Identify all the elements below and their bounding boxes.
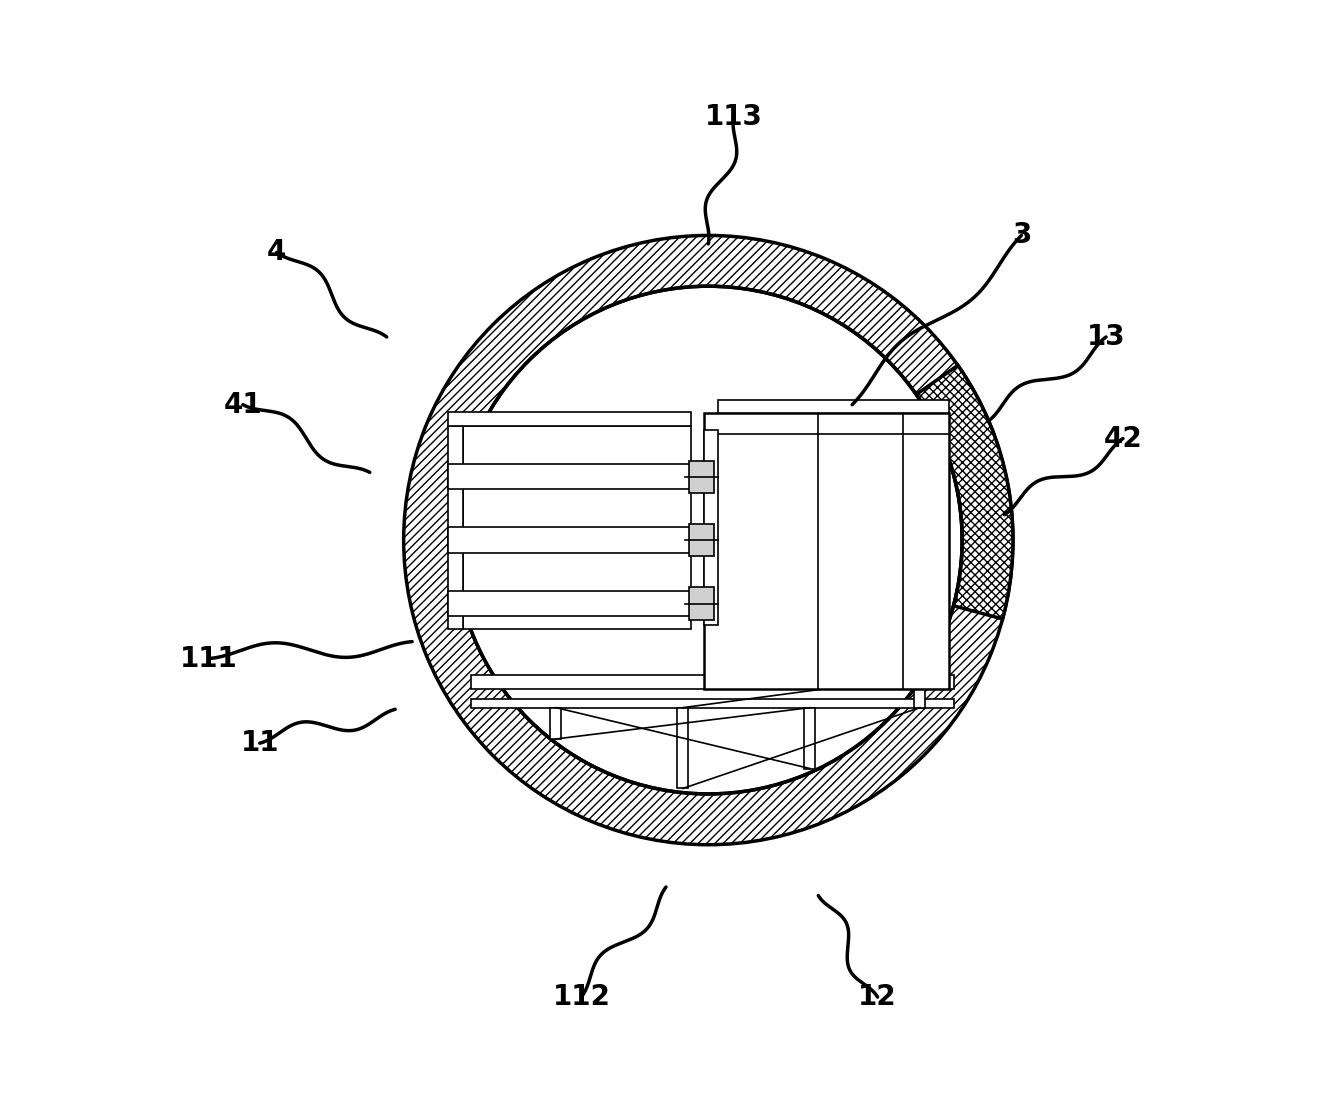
Bar <box>689 460 714 492</box>
Text: 3: 3 <box>1012 222 1031 250</box>
Wedge shape <box>916 365 1012 619</box>
Bar <box>914 676 926 707</box>
Bar <box>805 707 815 769</box>
Text: 113: 113 <box>705 102 763 131</box>
Bar <box>448 412 691 426</box>
Text: 112: 112 <box>553 983 610 1012</box>
Bar <box>448 590 703 616</box>
Bar <box>678 707 689 789</box>
Bar <box>472 675 954 690</box>
Bar <box>689 587 714 619</box>
Bar <box>689 524 714 556</box>
Bar <box>464 426 691 629</box>
Text: 12: 12 <box>858 983 896 1012</box>
Bar <box>705 413 950 690</box>
Text: 42: 42 <box>1104 424 1143 452</box>
Bar <box>448 527 703 553</box>
Bar <box>448 463 703 489</box>
Bar <box>550 707 562 739</box>
Bar <box>472 700 954 707</box>
Bar <box>448 426 464 629</box>
Text: 11: 11 <box>241 730 280 758</box>
Text: 13: 13 <box>1087 323 1126 351</box>
Bar <box>718 400 950 413</box>
Text: 41: 41 <box>224 391 262 419</box>
Text: 4: 4 <box>266 238 286 266</box>
Bar <box>705 430 718 625</box>
Text: 111: 111 <box>180 645 238 673</box>
Circle shape <box>404 235 1012 844</box>
